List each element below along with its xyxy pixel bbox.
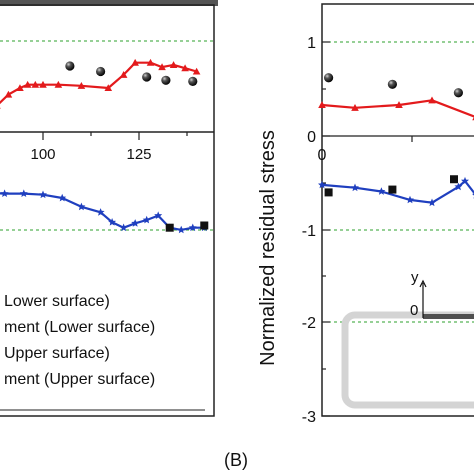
data-point-star — [318, 180, 326, 189]
data-point-sphere — [453, 88, 463, 98]
data-point-triangle — [181, 64, 189, 72]
y-tick-label-minus-1: -1 — [302, 223, 316, 240]
inset-diagram: y 0 — [341, 269, 474, 409]
data-point-square — [324, 188, 333, 197]
data-point-star — [154, 211, 163, 219]
data-point-star — [131, 219, 140, 227]
left-tick-marks — [42, 132, 188, 140]
inset-y-arrow-icon — [419, 279, 427, 288]
inset-section-outline — [341, 311, 474, 409]
data-point-sphere — [161, 75, 171, 85]
data-point-triangle — [39, 80, 47, 88]
data-point-triangle — [131, 58, 139, 66]
y-tick-label-1: 1 — [307, 35, 316, 52]
data-point-star — [39, 190, 47, 199]
x-tick-label-0: 0 — [318, 147, 327, 164]
data-point-star — [454, 182, 463, 191]
data-point-star — [0, 189, 9, 197]
series-line-star-1 — [0, 192, 205, 231]
left-lower-series — [0, 189, 209, 234]
data-point-sphere — [142, 72, 152, 82]
data-point-triangle — [119, 71, 128, 78]
left-upper-series — [0, 58, 201, 109]
data-point-triangle — [428, 96, 436, 104]
data-point-triangle — [54, 80, 63, 88]
data-point-star — [77, 202, 86, 211]
data-point-square — [165, 223, 174, 232]
left-frame — [0, 4, 215, 417]
series-line-star-2 — [321, 180, 474, 204]
data-point-star — [108, 218, 117, 226]
data-point-star — [406, 195, 414, 204]
x-tick-label-100: 100 — [30, 146, 55, 163]
right-series — [318, 73, 474, 207]
right-tick-marks — [322, 41, 413, 417]
legend-entry-2: ment (Lower surface) — [4, 319, 155, 336]
y-tick-label-0: 0 — [307, 129, 316, 146]
data-point-square — [450, 175, 458, 184]
data-point-triangle — [23, 80, 32, 88]
data-point-triangle — [104, 84, 113, 92]
inset-axis-label: y — [411, 269, 419, 286]
data-point-star — [177, 225, 186, 234]
data-point-square — [200, 221, 209, 230]
data-point-star — [351, 183, 359, 192]
data-point-triangle — [16, 84, 24, 92]
right-chart: Normalized residual stress 1 0 -1 -2 -3 — [257, 3, 474, 426]
inset-measure-bar — [423, 314, 474, 319]
data-point-sphere — [324, 73, 334, 83]
data-point-star — [142, 215, 151, 224]
data-point-sphere — [96, 66, 106, 77]
data-point-triangle — [192, 67, 201, 75]
series-line-triangle-0 — [0, 61, 197, 105]
data-point-triangle — [158, 63, 166, 71]
left-chart: 100 125 Lower surface) ment (Lower surfa… — [0, 0, 218, 417]
data-point-sphere — [387, 79, 397, 89]
data-point-star — [19, 189, 28, 197]
data-point-triangle — [0, 107, 1, 109]
y-axis-label: Normalized residual stress — [257, 130, 279, 366]
inset-origin-label: 0 — [410, 302, 418, 319]
data-point-sphere — [188, 76, 198, 86]
data-point-triangle — [77, 82, 86, 89]
series-line-triangle-2 — [321, 99, 474, 118]
data-point-sphere — [65, 61, 75, 71]
data-point-star — [188, 223, 197, 232]
right-frame — [321, 3, 474, 417]
data-point-triangle — [146, 58, 155, 66]
data-point-triangle — [318, 101, 326, 109]
y-tick-label-minus-3: -3 — [302, 409, 316, 426]
left-x-tick-labels: 100 125 — [30, 146, 151, 163]
data-point-triangle — [395, 101, 403, 109]
data-point-triangle — [4, 90, 13, 98]
panel-label: (B) — [224, 450, 248, 470]
data-point-triangle — [351, 104, 359, 111]
data-point-star — [461, 176, 469, 185]
data-point-star — [96, 208, 105, 216]
right-y-tick-labels: 1 0 -1 -2 -3 — [302, 35, 316, 426]
data-point-triangle — [169, 61, 178, 68]
legend: Lower surface) ment (Lower surface) Uppe… — [4, 293, 155, 388]
legend-entry-4: ment (Upper surface) — [4, 371, 155, 388]
x-tick-label-125: 125 — [126, 146, 151, 163]
data-point-star — [428, 198, 436, 207]
data-point-square — [388, 185, 397, 194]
y-tick-label-minus-2: -2 — [302, 315, 316, 332]
data-point-star — [58, 193, 67, 202]
legend-entry-3: Upper surface) — [4, 345, 110, 362]
data-point-star — [377, 187, 386, 195]
data-point-star — [119, 223, 128, 232]
legend-entry-1: Lower surface) — [4, 293, 110, 310]
left-top-bar — [0, 0, 218, 6]
data-point-triangle — [31, 80, 40, 88]
